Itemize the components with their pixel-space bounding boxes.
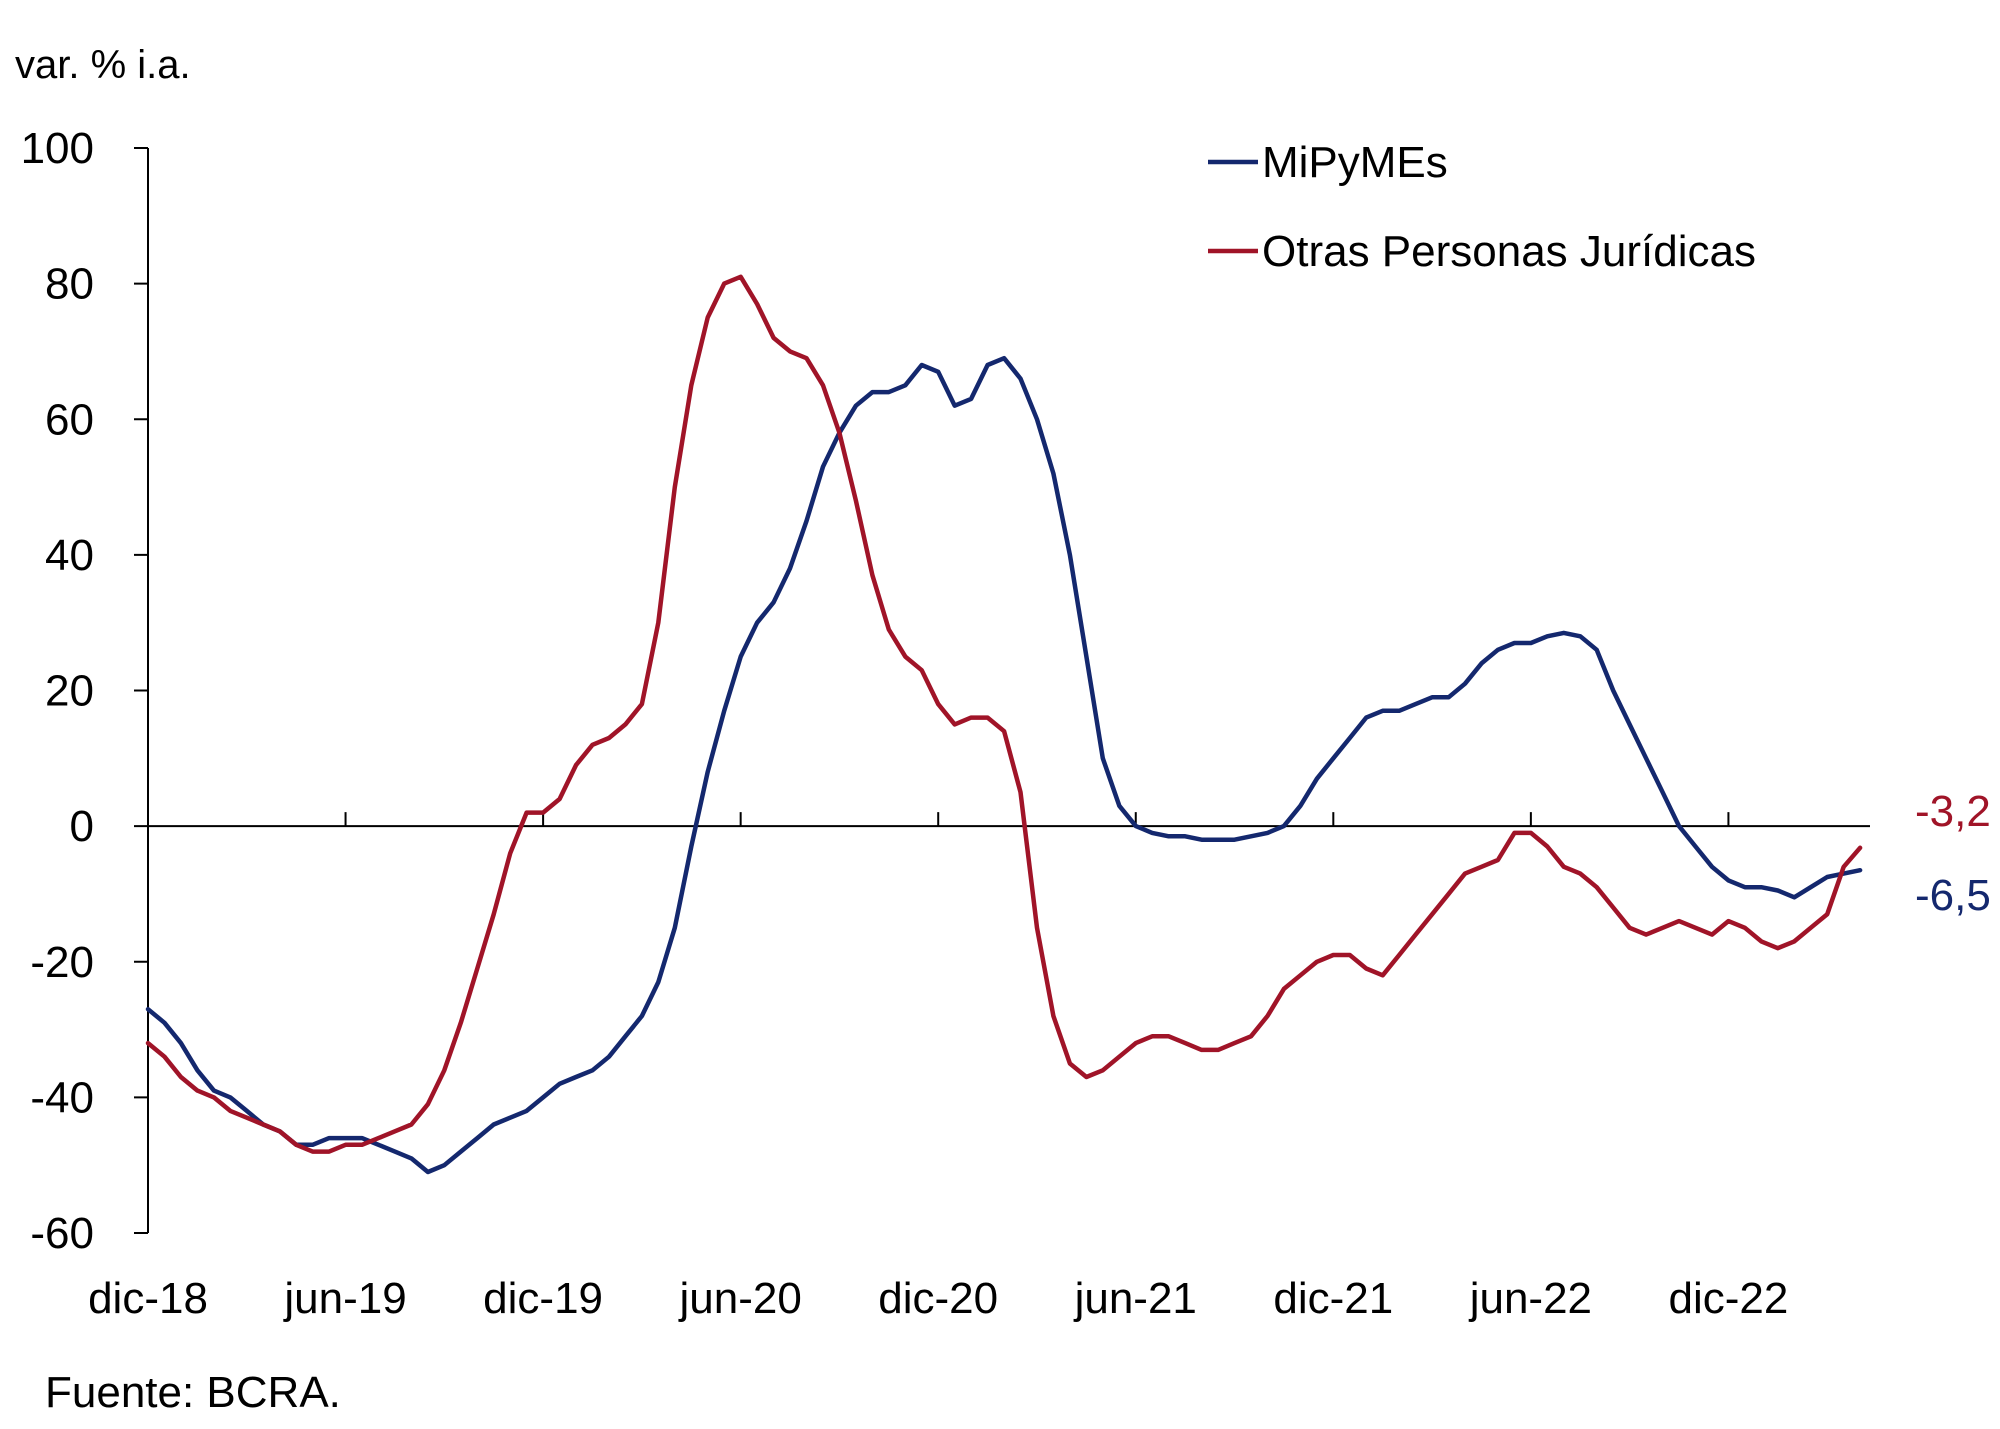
x-tick-label: jun-20 <box>678 1274 802 1323</box>
y-tick-label: 80 <box>45 260 94 309</box>
x-tick-label: jun-22 <box>1468 1274 1592 1323</box>
x-tick-label: dic-22 <box>1668 1274 1788 1323</box>
x-tick-label: jun-19 <box>282 1274 406 1323</box>
legend: MiPyMEs Otras Personas Jurídicas <box>1208 138 1756 276</box>
x-axis: dic-18 jun-19 dic-19 jun-20 dic-20 jun-21 dic-… <box>88 812 1870 1323</box>
end-value-label-0: -6,5 <box>1915 871 1991 920</box>
y-tick-label: -40 <box>30 1073 94 1122</box>
series-line-1 <box>145 274 1863 1154</box>
y-axis: -60 -40 -20 0 20 40 60 80 100 <box>21 124 149 1258</box>
y-tick-label: 60 <box>45 395 94 444</box>
y-tick-label: 100 <box>21 124 94 173</box>
end-value-label-1: -3,2 <box>1915 787 1991 836</box>
y-axis-unit-label: var. % i.a. <box>15 43 191 87</box>
end-labels: -6,5 -3,2 <box>1915 787 1991 920</box>
y-tick-label: 0 <box>70 802 94 851</box>
x-tick-label: dic-21 <box>1273 1274 1393 1323</box>
series-group <box>145 274 1863 1175</box>
y-tick-label: 40 <box>45 531 94 580</box>
y-tick-label: -60 <box>30 1209 94 1258</box>
y-tick-label: -20 <box>30 938 94 987</box>
legend-label-1: Otras Personas Jurídicas <box>1262 227 1756 276</box>
source-note: Fuente: BCRA. <box>45 1368 341 1417</box>
x-tick-label: dic-19 <box>483 1274 603 1323</box>
x-tick-label: jun-21 <box>1073 1274 1197 1323</box>
y-tick-label: 20 <box>45 667 94 716</box>
legend-label-0: MiPyMEs <box>1262 138 1448 187</box>
x-tick-label: dic-20 <box>878 1274 998 1323</box>
x-tick-label: dic-18 <box>88 1274 208 1323</box>
series-line-0 <box>145 355 1863 1175</box>
